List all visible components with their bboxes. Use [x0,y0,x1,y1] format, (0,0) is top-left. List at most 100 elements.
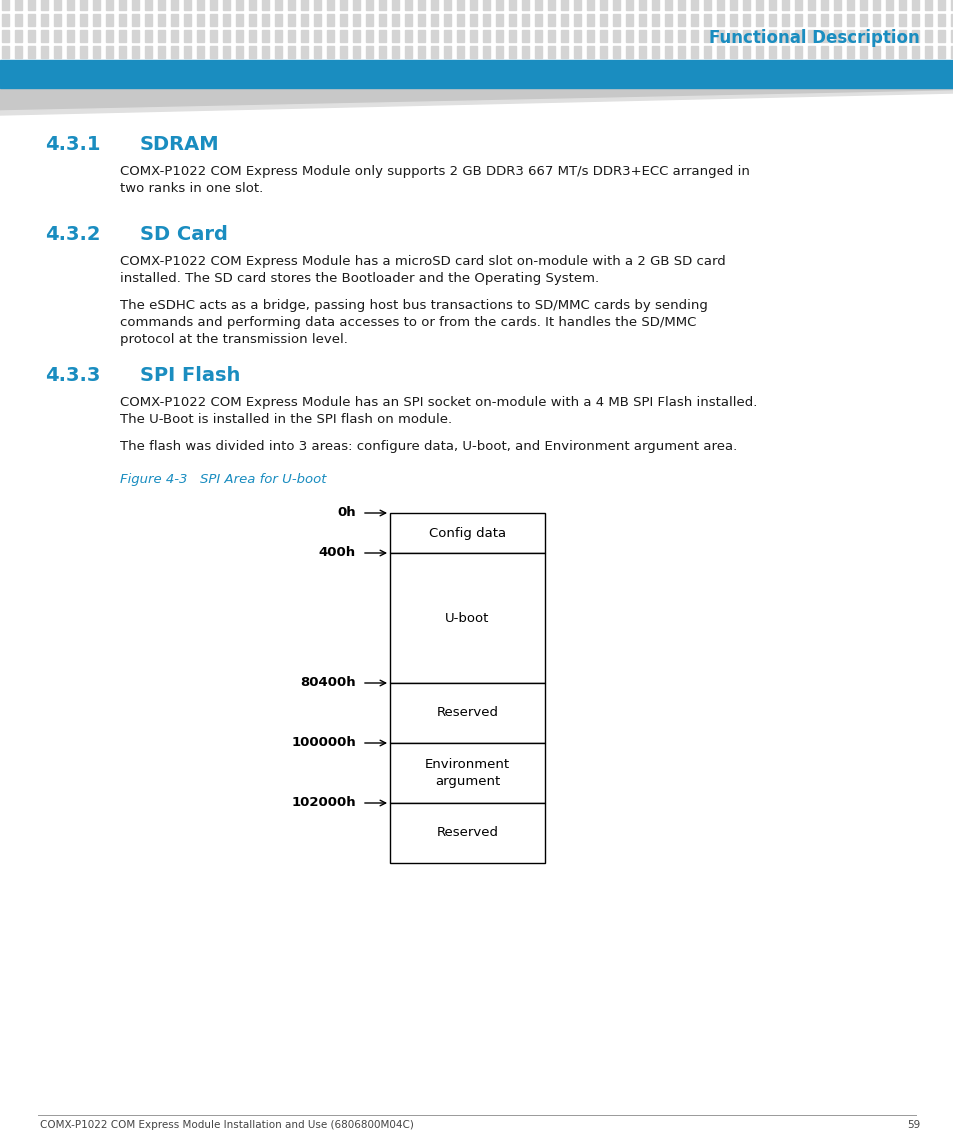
Bar [729,46,737,58]
Bar [547,46,555,58]
Bar [327,46,334,58]
Bar [2,46,9,58]
Bar [807,14,814,26]
Bar [92,30,100,42]
Bar [717,46,723,58]
Bar [390,743,544,803]
Bar [937,62,944,74]
Bar [586,30,594,42]
Bar [158,14,165,26]
Bar [821,0,827,10]
Bar [262,14,269,26]
Bar [145,14,152,26]
Bar [405,62,412,74]
Bar [859,46,866,58]
Bar [586,46,594,58]
Bar [339,62,347,74]
Bar [353,62,359,74]
Bar [92,46,100,58]
Bar [15,30,22,42]
Bar [28,14,35,26]
Bar [950,62,953,74]
Bar [158,30,165,42]
Bar [703,30,710,42]
Bar [210,14,216,26]
Bar [872,30,879,42]
Bar [898,30,905,42]
Bar [898,0,905,10]
Bar [106,62,112,74]
Bar [2,0,9,10]
Polygon shape [0,90,953,114]
Bar [353,0,359,10]
Bar [262,62,269,74]
Bar [859,62,866,74]
Bar [535,14,541,26]
Bar [378,62,386,74]
Text: Figure 4-3: Figure 4-3 [120,473,187,485]
Bar [223,46,230,58]
Bar [443,30,451,42]
Bar [625,62,633,74]
Bar [470,62,476,74]
Bar [235,14,243,26]
Bar [625,0,633,10]
Bar [132,14,139,26]
Bar [210,62,216,74]
Bar [15,62,22,74]
Bar [223,0,230,10]
Bar [92,62,100,74]
Bar [833,0,841,10]
Bar [235,62,243,74]
Bar [41,62,48,74]
Bar [41,0,48,10]
Bar [431,62,437,74]
Bar [274,46,282,58]
Bar [54,14,61,26]
Bar [327,0,334,10]
Bar [184,0,191,10]
Bar [625,14,633,26]
Text: The flash was divided into 3 areas: configure data, U-boot, and Environment argu: The flash was divided into 3 areas: conf… [120,440,737,453]
Bar [639,46,645,58]
Bar [54,0,61,10]
Bar [717,14,723,26]
Bar [639,30,645,42]
Bar [132,46,139,58]
Bar [846,62,853,74]
Bar [470,46,476,58]
Bar [184,30,191,42]
Text: Config data: Config data [429,527,505,539]
Bar [431,0,437,10]
Bar [574,46,580,58]
Bar [288,30,294,42]
Bar [690,30,698,42]
Bar [158,46,165,58]
Bar [314,62,320,74]
Bar [262,46,269,58]
Bar [781,30,788,42]
Bar [223,62,230,74]
Bar [872,0,879,10]
Bar [80,46,87,58]
Text: SD Card: SD Card [140,226,228,244]
Bar [392,46,398,58]
Bar [755,14,762,26]
Text: 100000h: 100000h [291,736,355,750]
Bar [950,46,953,58]
Bar [443,46,451,58]
Bar [196,46,204,58]
Bar [678,62,684,74]
Bar [158,0,165,10]
Bar [405,14,412,26]
Bar [28,0,35,10]
Bar [625,30,633,42]
Bar [496,46,502,58]
Bar [742,14,749,26]
Bar [210,46,216,58]
Bar [846,14,853,26]
Bar [431,30,437,42]
Bar [950,30,953,42]
Bar [678,30,684,42]
Bar [196,62,204,74]
